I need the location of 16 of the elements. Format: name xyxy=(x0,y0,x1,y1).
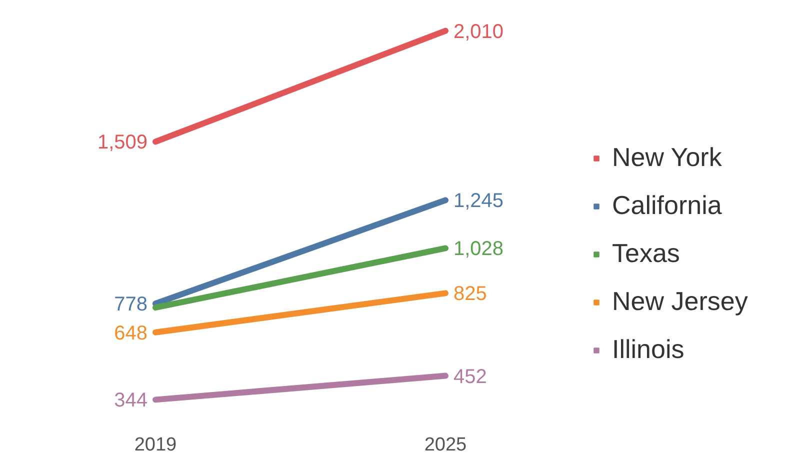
data-label: 778 xyxy=(114,294,148,316)
data-label: 1,028 xyxy=(454,238,504,260)
legend-label: California xyxy=(612,190,722,221)
x-tick-label: 2019 xyxy=(134,434,177,453)
data-label: 648 xyxy=(114,322,148,344)
data-label: 452 xyxy=(454,366,487,388)
x-tick-label: 2025 xyxy=(424,434,467,453)
data-label: 1,245 xyxy=(454,190,504,212)
data-label: 2,010 xyxy=(454,20,504,43)
data-label: 344 xyxy=(114,390,148,412)
legend-label: Texas xyxy=(612,238,680,269)
legend-label: New York xyxy=(612,142,722,173)
data-label: 1,509 xyxy=(97,132,148,154)
legend-label: Illinois xyxy=(612,334,684,365)
data-label: 825 xyxy=(454,283,487,306)
legend-label: New Jersey xyxy=(612,286,748,317)
